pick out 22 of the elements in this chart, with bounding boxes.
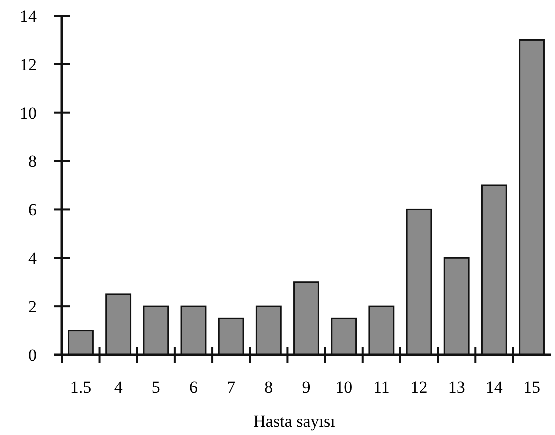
x-axis-title: Hasta sayısı <box>254 412 336 431</box>
y-tick-label: 12 <box>20 55 37 74</box>
x-tick-label: 4 <box>114 378 124 397</box>
x-tick-label: 11 <box>373 378 390 397</box>
y-tick-label: 2 <box>28 298 37 317</box>
x-tick-label: 13 <box>448 378 466 397</box>
x-tick-label: 15 <box>524 378 541 397</box>
x-tick-label: 7 <box>227 378 236 397</box>
x-tick-label: 10 <box>336 378 353 397</box>
x-tick-label: 6 <box>189 378 198 397</box>
x-tick-label: 9 <box>302 378 311 397</box>
x-tick-label: 12 <box>410 378 428 397</box>
x-tick-label: 1.5 <box>70 378 92 397</box>
y-tick-label: 6 <box>28 200 37 220</box>
y-tick-label: 14 <box>20 6 38 26</box>
y-tick-label: 0 <box>28 346 37 365</box>
y-tick-label: 8 <box>28 152 37 172</box>
y-tick-label: 4 <box>28 249 38 268</box>
x-tick-label: 5 <box>152 378 160 397</box>
y-tick-label: 10 <box>20 104 37 123</box>
x-tick-label: 8 <box>264 378 274 397</box>
x-tick-label: 14 <box>486 378 504 397</box>
